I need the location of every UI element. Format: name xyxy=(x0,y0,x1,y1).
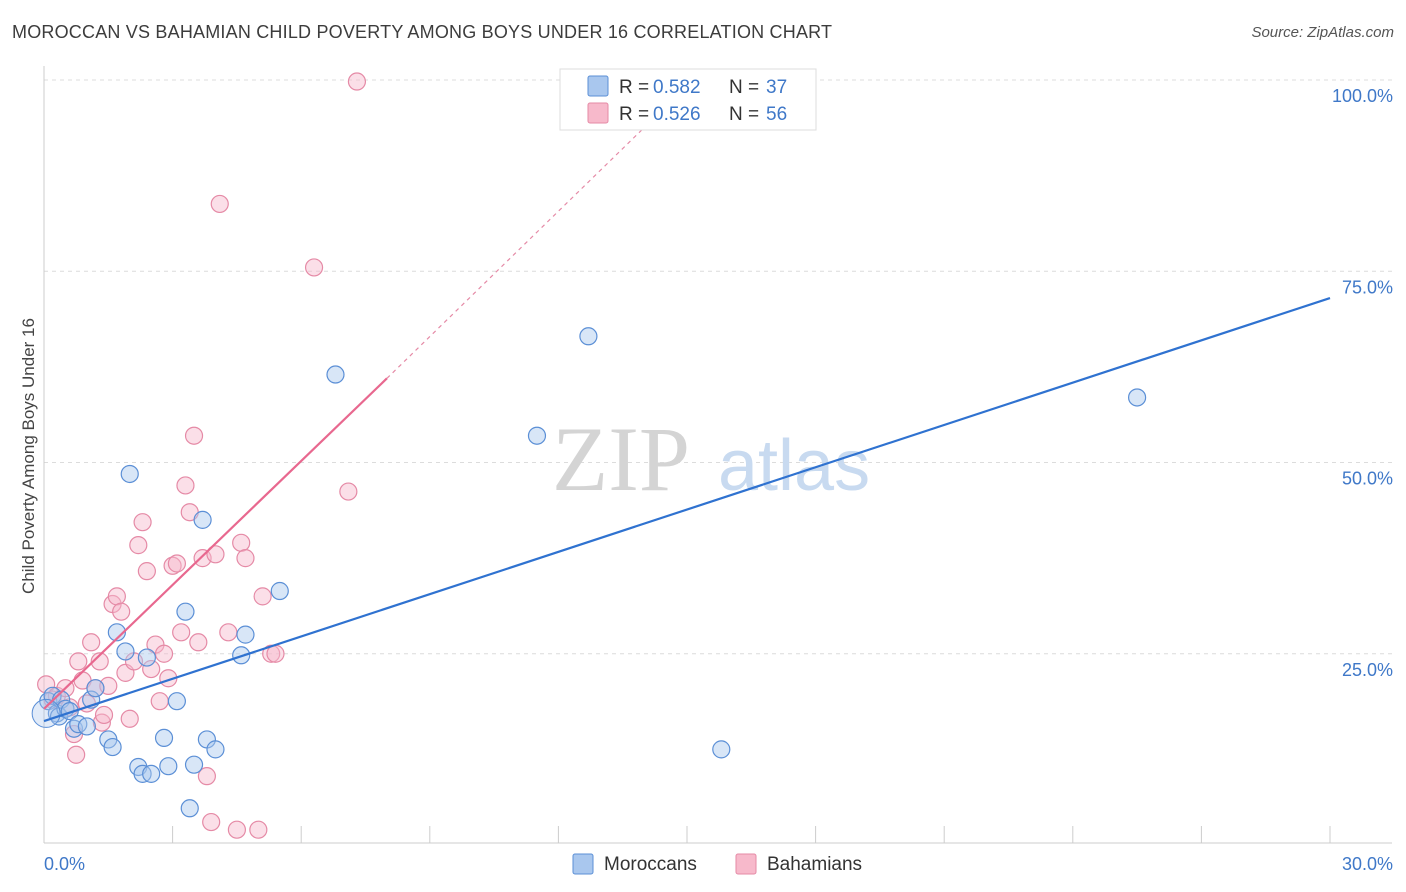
data-point xyxy=(60,702,79,721)
x-tick-labels: 0.0% 30.0% xyxy=(44,854,1393,874)
data-point xyxy=(142,764,161,783)
data-point xyxy=(193,510,212,529)
grid-lines xyxy=(44,79,1392,655)
data-point xyxy=(142,659,161,679)
legend-r-value: 0.526 xyxy=(653,104,701,125)
data-point xyxy=(120,709,139,728)
data-point xyxy=(339,482,358,501)
data-point xyxy=(69,652,88,671)
y-axis-label: Child Poverty Among Boys Under 16 xyxy=(19,318,38,594)
data-point xyxy=(219,623,238,642)
legend-n-value: 37 xyxy=(766,77,787,98)
data-point xyxy=(112,602,131,621)
data-point xyxy=(82,633,101,652)
data-point xyxy=(154,644,174,663)
y-tick-label: 100.0% xyxy=(1332,86,1393,106)
source-credit: Source: ZipAtlas.com xyxy=(1251,24,1394,41)
data-point xyxy=(579,327,598,346)
data-point xyxy=(253,587,272,606)
bottom-legend-swatch-moroccans xyxy=(572,853,594,875)
legend-n-value: 56 xyxy=(766,104,787,125)
data-point xyxy=(236,549,255,568)
series-legend: Moroccans Bahamians xyxy=(572,853,862,875)
data-point xyxy=(154,728,174,748)
data-point xyxy=(180,799,199,818)
stats-legend: R = 0.582 N = 37 R = 0.526 N = 56 xyxy=(559,68,817,131)
x-tick-label: 0.0% xyxy=(44,854,85,874)
data-point xyxy=(210,194,229,214)
axes xyxy=(43,66,1392,844)
y-tick-label: 50.0% xyxy=(1342,469,1393,489)
data-point xyxy=(176,476,195,495)
chart-title: MOROCCAN VS BAHAMIAN CHILD POVERTY AMONG… xyxy=(12,22,833,42)
data-point xyxy=(236,625,255,644)
data-point xyxy=(184,755,204,774)
data-point xyxy=(107,587,126,606)
data-point xyxy=(77,717,96,736)
data-point xyxy=(189,633,208,652)
data-point xyxy=(1127,388,1147,407)
data-point xyxy=(202,812,221,832)
data-point xyxy=(712,740,731,759)
data-point xyxy=(94,705,114,725)
data-point xyxy=(159,757,178,776)
x-tick-label: 30.0% xyxy=(1342,854,1393,874)
data-point xyxy=(150,692,169,711)
data-point-cluster xyxy=(31,698,61,728)
data-point xyxy=(116,642,135,661)
data-point xyxy=(137,648,156,667)
data-point xyxy=(326,365,345,384)
legend-swatch-bahamians xyxy=(587,102,609,124)
y-tick-labels: 25.0% 50.0% 75.0% 100.0% xyxy=(1332,86,1393,680)
data-point xyxy=(120,464,139,484)
data-point xyxy=(167,692,186,711)
data-point xyxy=(133,513,152,532)
data-point xyxy=(107,623,126,642)
watermark-zip: ZIP xyxy=(552,408,690,510)
data-point xyxy=(167,554,186,573)
data-point xyxy=(206,545,225,564)
data-point xyxy=(304,258,324,277)
trend-lines xyxy=(43,106,1331,723)
data-point xyxy=(129,536,148,555)
data-point xyxy=(184,426,204,445)
data-point xyxy=(347,72,367,91)
series-moroccans xyxy=(31,327,1147,818)
trend-line-moroccans xyxy=(43,296,1331,723)
data-point xyxy=(197,767,216,786)
series-bahamians xyxy=(37,72,367,839)
data-point xyxy=(137,562,156,581)
trend-line-bahamians xyxy=(43,377,388,710)
data-point xyxy=(176,602,195,621)
data-point xyxy=(227,820,246,839)
legend-n-label: N = xyxy=(729,77,759,98)
legend-r-label: R = xyxy=(619,104,649,125)
legend-swatch-moroccans xyxy=(587,75,609,97)
watermark-atlas: atlas xyxy=(718,426,870,506)
legend-r-value: 0.582 xyxy=(653,77,701,98)
trend-line-bahamians-extension xyxy=(386,106,666,379)
data-point xyxy=(103,737,122,757)
data-point xyxy=(172,623,191,642)
legend-r-label: R = xyxy=(619,77,649,98)
y-tick-label: 75.0% xyxy=(1342,277,1393,297)
data-point xyxy=(249,820,268,839)
bottom-legend-swatch-bahamians xyxy=(735,853,757,875)
data-point xyxy=(206,740,225,759)
bottom-legend-label-moroccans: Moroccans xyxy=(604,854,697,875)
data-point xyxy=(86,679,105,698)
bottom-legend-label-bahamians: Bahamians xyxy=(767,854,862,875)
data-point xyxy=(90,652,109,671)
legend-n-label: N = xyxy=(729,104,759,125)
data-point xyxy=(270,581,289,601)
y-tick-label: 25.0% xyxy=(1342,660,1393,680)
data-point xyxy=(527,426,547,445)
data-point xyxy=(67,745,86,764)
data-point xyxy=(232,533,251,552)
